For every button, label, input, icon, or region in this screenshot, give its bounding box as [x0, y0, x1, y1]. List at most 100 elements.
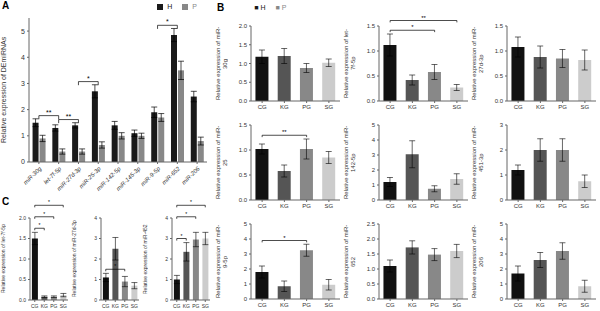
svg-text:2: 2	[21, 106, 25, 113]
svg-text:1: 1	[244, 281, 248, 287]
svg-text:1: 1	[165, 276, 168, 282]
svg-text:0: 0	[21, 158, 25, 165]
svg-text:KG: KG	[536, 203, 545, 209]
svg-text:KG: KG	[536, 104, 545, 110]
svg-text:SG: SG	[581, 203, 590, 209]
svg-text:PG: PG	[430, 104, 439, 110]
svg-text:1: 1	[500, 281, 504, 287]
svg-text:*: *	[114, 263, 116, 269]
svg-text:PG: PG	[121, 303, 128, 309]
svg-text:miR-652: miR-652	[161, 165, 182, 186]
svg-text:*: *	[190, 199, 192, 205]
svg-text:0: 0	[500, 197, 504, 203]
svg-text:1.0: 1.0	[19, 256, 26, 262]
svg-text:4: 4	[21, 54, 25, 61]
svg-text:0.0: 0.0	[239, 98, 248, 104]
svg-text:0: 0	[165, 297, 168, 303]
svg-text:CG: CG	[102, 303, 110, 309]
svg-text:PG: PG	[430, 203, 439, 209]
svg-text:5: 5	[372, 122, 376, 128]
svg-text:PG: PG	[50, 303, 57, 309]
svg-text:1: 1	[94, 276, 97, 282]
svg-text:KG: KG	[408, 104, 417, 110]
svg-text:SG: SG	[325, 203, 334, 209]
svg-text:4: 4	[94, 215, 97, 221]
svg-text:1.0: 1.0	[239, 61, 248, 67]
svg-text:*: *	[185, 211, 187, 217]
svg-text:CG: CG	[514, 203, 523, 209]
svg-text:5: 5	[244, 221, 248, 227]
svg-text:CG: CG	[386, 104, 395, 110]
svg-text:1.0: 1.0	[367, 48, 376, 54]
svg-text:**: **	[421, 15, 426, 21]
svg-text:2: 2	[500, 266, 504, 272]
svg-text:KG: KG	[280, 104, 289, 110]
svg-text:PG: PG	[558, 104, 567, 110]
svg-text:0: 0	[244, 296, 248, 302]
svg-text:2: 2	[165, 256, 168, 262]
svg-text:KG: KG	[408, 302, 417, 308]
svg-text:1: 1	[500, 172, 504, 178]
svg-text:4: 4	[500, 236, 504, 242]
svg-text:2: 2	[500, 147, 504, 153]
svg-text:CG: CG	[258, 203, 267, 209]
svg-text:CG: CG	[258, 302, 267, 308]
svg-text:PG: PG	[302, 203, 311, 209]
svg-text:**: **	[46, 109, 52, 116]
svg-text:1.5: 1.5	[495, 23, 504, 29]
svg-text:CG: CG	[386, 302, 395, 308]
svg-text:*: *	[181, 233, 183, 239]
svg-text:2: 2	[372, 167, 376, 173]
svg-text:*: *	[87, 75, 90, 82]
svg-text:0: 0	[500, 296, 504, 302]
svg-text:PG: PG	[302, 104, 311, 110]
svg-text:KG: KG	[112, 303, 119, 309]
svg-text:0.0: 0.0	[367, 98, 376, 104]
svg-text:1.5: 1.5	[239, 42, 248, 48]
svg-text:0: 0	[372, 197, 376, 203]
svg-text:SG: SG	[581, 302, 590, 308]
svg-text:2.5: 2.5	[367, 221, 376, 227]
svg-text:0.0: 0.0	[19, 297, 26, 303]
svg-text:1.5: 1.5	[367, 251, 376, 257]
svg-text:PG: PG	[558, 203, 567, 209]
svg-text:*: *	[48, 199, 50, 205]
svg-text:CG: CG	[386, 203, 395, 209]
svg-text:3: 3	[21, 80, 25, 87]
svg-text:0.5: 0.5	[367, 281, 376, 287]
svg-text:KG: KG	[408, 203, 417, 209]
svg-text:4: 4	[244, 236, 248, 242]
svg-text:KG: KG	[536, 302, 545, 308]
svg-text:KG: KG	[41, 303, 48, 309]
svg-text:*: *	[166, 18, 169, 25]
svg-text:0.0: 0.0	[367, 296, 376, 302]
svg-text:SG: SG	[325, 104, 334, 110]
svg-text:2.0: 2.0	[239, 23, 248, 29]
svg-text:3: 3	[165, 235, 168, 241]
svg-text:SG: SG	[131, 303, 138, 309]
svg-text:0.5: 0.5	[239, 79, 248, 85]
svg-text:SG: SG	[202, 303, 209, 309]
svg-text:SG: SG	[453, 104, 462, 110]
svg-text:3: 3	[500, 251, 504, 257]
svg-text:miR-30g: miR-30g	[22, 165, 43, 186]
svg-text:*: *	[411, 24, 414, 30]
svg-text:PG: PG	[192, 303, 199, 309]
svg-text:3: 3	[372, 152, 376, 158]
svg-text:PG: PG	[558, 302, 567, 308]
svg-text:5: 5	[500, 221, 504, 227]
svg-text:SG: SG	[60, 303, 67, 309]
svg-text:miR-27d-3p: miR-27d-3p	[56, 165, 83, 192]
svg-text:1.5: 1.5	[239, 122, 248, 128]
svg-text:1: 1	[372, 182, 376, 188]
svg-text:1.5: 1.5	[19, 235, 26, 241]
svg-text:0.5: 0.5	[367, 73, 376, 79]
svg-text:2: 2	[94, 256, 97, 262]
svg-text:3: 3	[94, 235, 97, 241]
svg-text:1.0: 1.0	[367, 266, 376, 272]
svg-text:KG: KG	[183, 303, 190, 309]
svg-text:1.0: 1.0	[239, 147, 248, 153]
svg-text:CG: CG	[173, 303, 181, 309]
svg-text:2: 2	[244, 266, 248, 272]
svg-text:*: *	[39, 222, 41, 228]
